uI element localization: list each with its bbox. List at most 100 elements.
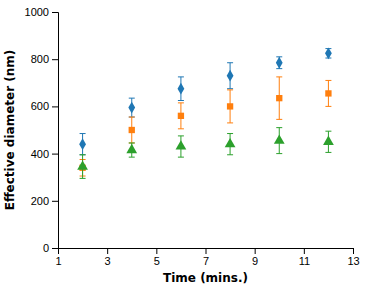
series xyxy=(77,128,334,179)
error-bar xyxy=(227,63,233,89)
tick-mark xyxy=(255,248,256,254)
tick-mark xyxy=(52,106,58,107)
error-bar-cap xyxy=(227,133,233,134)
tick-mark xyxy=(52,201,58,202)
tick-label: 0 xyxy=(43,242,49,254)
error-bar-cap xyxy=(129,142,135,143)
error-bar-cap xyxy=(227,62,233,63)
error-bar xyxy=(325,80,331,106)
error-bar-cap xyxy=(178,100,184,101)
error-bar-cap xyxy=(227,88,233,89)
tick: 13 xyxy=(347,248,359,267)
error-bar-cap xyxy=(276,119,282,120)
error-bar xyxy=(178,103,184,129)
error-bar-cap xyxy=(178,135,184,136)
error-bar-cap xyxy=(276,127,282,128)
error-bar-cap xyxy=(178,102,184,103)
tick-mark xyxy=(52,154,58,155)
point xyxy=(325,47,332,59)
error-bar-cap xyxy=(129,142,135,143)
error-bar-cap xyxy=(276,76,282,77)
tick: 9 xyxy=(252,248,258,267)
point xyxy=(276,57,283,69)
tick-mark xyxy=(304,248,305,254)
tick-mark xyxy=(52,12,58,13)
point xyxy=(176,140,187,149)
tick: 600 xyxy=(31,100,58,112)
tick-mark xyxy=(52,59,58,60)
error-bar-cap xyxy=(80,154,86,155)
point xyxy=(325,90,331,96)
point xyxy=(79,138,86,150)
y-axis: 0 200 400 600 800 1000 xyxy=(25,6,59,254)
tick-label: 800 xyxy=(31,53,49,65)
tick: 1000 xyxy=(25,6,58,18)
tick-label: 13 xyxy=(347,255,359,267)
tick: 5 xyxy=(154,248,160,267)
point xyxy=(77,160,88,169)
marks xyxy=(77,47,334,178)
error-bar xyxy=(227,90,233,123)
error-bar-cap xyxy=(129,98,135,99)
point xyxy=(178,83,185,95)
point xyxy=(227,103,233,109)
error-bar-cap xyxy=(325,131,331,132)
tick-mark xyxy=(107,248,108,254)
tick-label: 5 xyxy=(154,255,160,267)
error-bar xyxy=(80,134,86,155)
plot: 13579111302004006008001000 xyxy=(25,6,360,267)
error-bar-cap xyxy=(178,157,184,158)
tick-label: 1 xyxy=(55,255,61,267)
point xyxy=(227,70,234,82)
error-bar-cap xyxy=(325,152,331,153)
error-bar xyxy=(276,77,282,119)
error-bar-cap xyxy=(227,154,233,155)
series xyxy=(79,47,332,154)
axis-line xyxy=(59,249,354,255)
point xyxy=(129,127,135,133)
point xyxy=(225,138,236,147)
error-bar-cap xyxy=(227,122,233,123)
tick: 200 xyxy=(31,195,58,207)
tick-mark xyxy=(206,248,207,254)
tick-label: 11 xyxy=(299,255,310,267)
error-bar-cap xyxy=(129,117,135,118)
error-bar-cap xyxy=(325,80,331,81)
point xyxy=(126,144,137,153)
axis-line xyxy=(52,13,59,249)
tick: 11 xyxy=(299,248,310,267)
tick-label: 400 xyxy=(31,148,49,160)
tick-label: 7 xyxy=(203,255,209,267)
series xyxy=(79,77,331,176)
tick: 1 xyxy=(55,248,61,267)
error-bar-cap xyxy=(80,154,86,155)
point xyxy=(276,95,282,101)
point xyxy=(323,136,334,145)
error-bar xyxy=(129,98,135,117)
tick: 0 xyxy=(43,242,58,254)
error-bar-cap xyxy=(80,178,86,179)
error-bar-cap xyxy=(325,106,331,107)
tick-mark xyxy=(52,248,58,249)
tick-label: 600 xyxy=(31,100,49,112)
tick: 400 xyxy=(31,148,58,160)
tick-mark xyxy=(156,248,157,254)
y-axis-title: Effective diameter (nm) xyxy=(3,50,17,211)
tick-mark xyxy=(353,248,354,254)
tick-label: 200 xyxy=(31,195,49,207)
chart: 13579111302004006008001000Time (mins.)Ef… xyxy=(0,0,369,288)
error-bar-cap xyxy=(276,153,282,154)
x-axis: 135791113 xyxy=(55,248,359,267)
point xyxy=(128,102,135,114)
point xyxy=(274,134,285,143)
error-bar-cap xyxy=(129,157,135,158)
error-bar-cap xyxy=(178,128,184,129)
point xyxy=(178,113,184,119)
x-axis-title: Time (mins.) xyxy=(163,271,248,285)
tick-label: 1000 xyxy=(25,6,49,18)
error-bar-cap xyxy=(227,89,233,90)
error-bar xyxy=(178,77,184,101)
tick: 3 xyxy=(105,248,111,267)
tick-label: 3 xyxy=(105,255,111,267)
error-bar xyxy=(129,117,135,143)
